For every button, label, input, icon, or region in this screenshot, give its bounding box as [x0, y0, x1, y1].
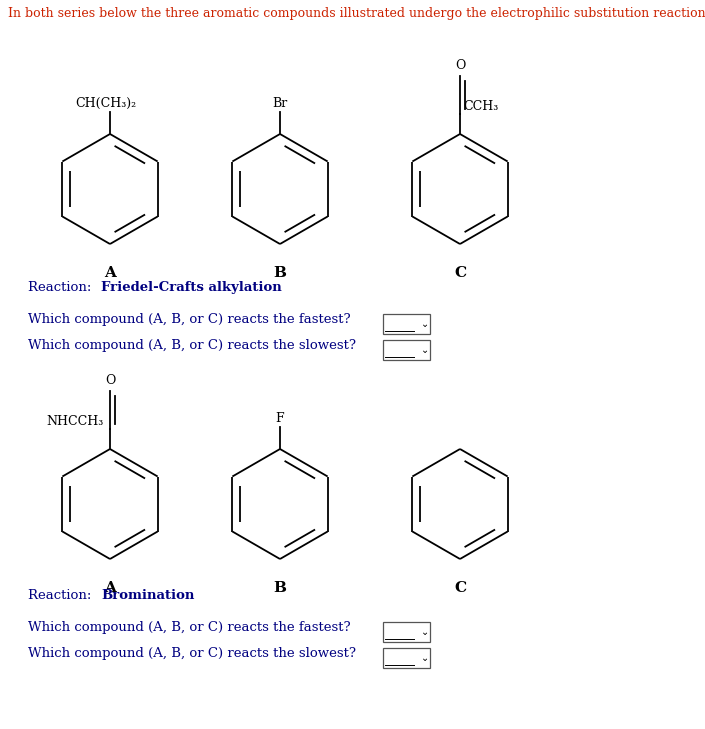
Text: ⌄: ⌄ — [421, 627, 429, 637]
Text: Which compound (A, B, or C) reacts the slowest?: Which compound (A, B, or C) reacts the s… — [28, 647, 356, 660]
Text: Bromination: Bromination — [101, 589, 195, 602]
Text: Friedel-Crafts alkylation: Friedel-Crafts alkylation — [101, 281, 282, 294]
Text: Reaction:: Reaction: — [28, 589, 96, 602]
Text: Which compound (A, B, or C) reacts the fastest?: Which compound (A, B, or C) reacts the f… — [28, 313, 350, 326]
Text: C: C — [454, 581, 466, 595]
Text: ⌄: ⌄ — [421, 345, 429, 355]
Text: ⌄: ⌄ — [421, 319, 429, 329]
Text: CH(CH₃)₂: CH(CH₃)₂ — [75, 97, 137, 110]
FancyBboxPatch shape — [383, 648, 430, 668]
Text: O: O — [455, 59, 465, 72]
Text: NHCCH₃: NHCCH₃ — [47, 415, 104, 428]
Text: Br: Br — [272, 97, 288, 110]
Text: O: O — [105, 374, 115, 387]
Text: C: C — [454, 266, 466, 280]
FancyBboxPatch shape — [383, 314, 430, 334]
Text: Which compound (A, B, or C) reacts the slowest?: Which compound (A, B, or C) reacts the s… — [28, 339, 356, 352]
Text: B: B — [274, 581, 286, 595]
FancyBboxPatch shape — [383, 622, 430, 642]
Text: Reaction:: Reaction: — [28, 281, 96, 294]
FancyBboxPatch shape — [383, 340, 430, 360]
Text: CCH₃: CCH₃ — [463, 100, 498, 113]
Text: A: A — [104, 266, 116, 280]
Text: Which compound (A, B, or C) reacts the fastest?: Which compound (A, B, or C) reacts the f… — [28, 621, 350, 634]
Text: B: B — [274, 266, 286, 280]
Text: F: F — [276, 412, 284, 425]
Text: A: A — [104, 581, 116, 595]
Text: ⌄: ⌄ — [421, 653, 429, 663]
Text: In both series below the three aromatic compounds illustrated undergo the electr: In both series below the three aromatic … — [8, 7, 705, 20]
